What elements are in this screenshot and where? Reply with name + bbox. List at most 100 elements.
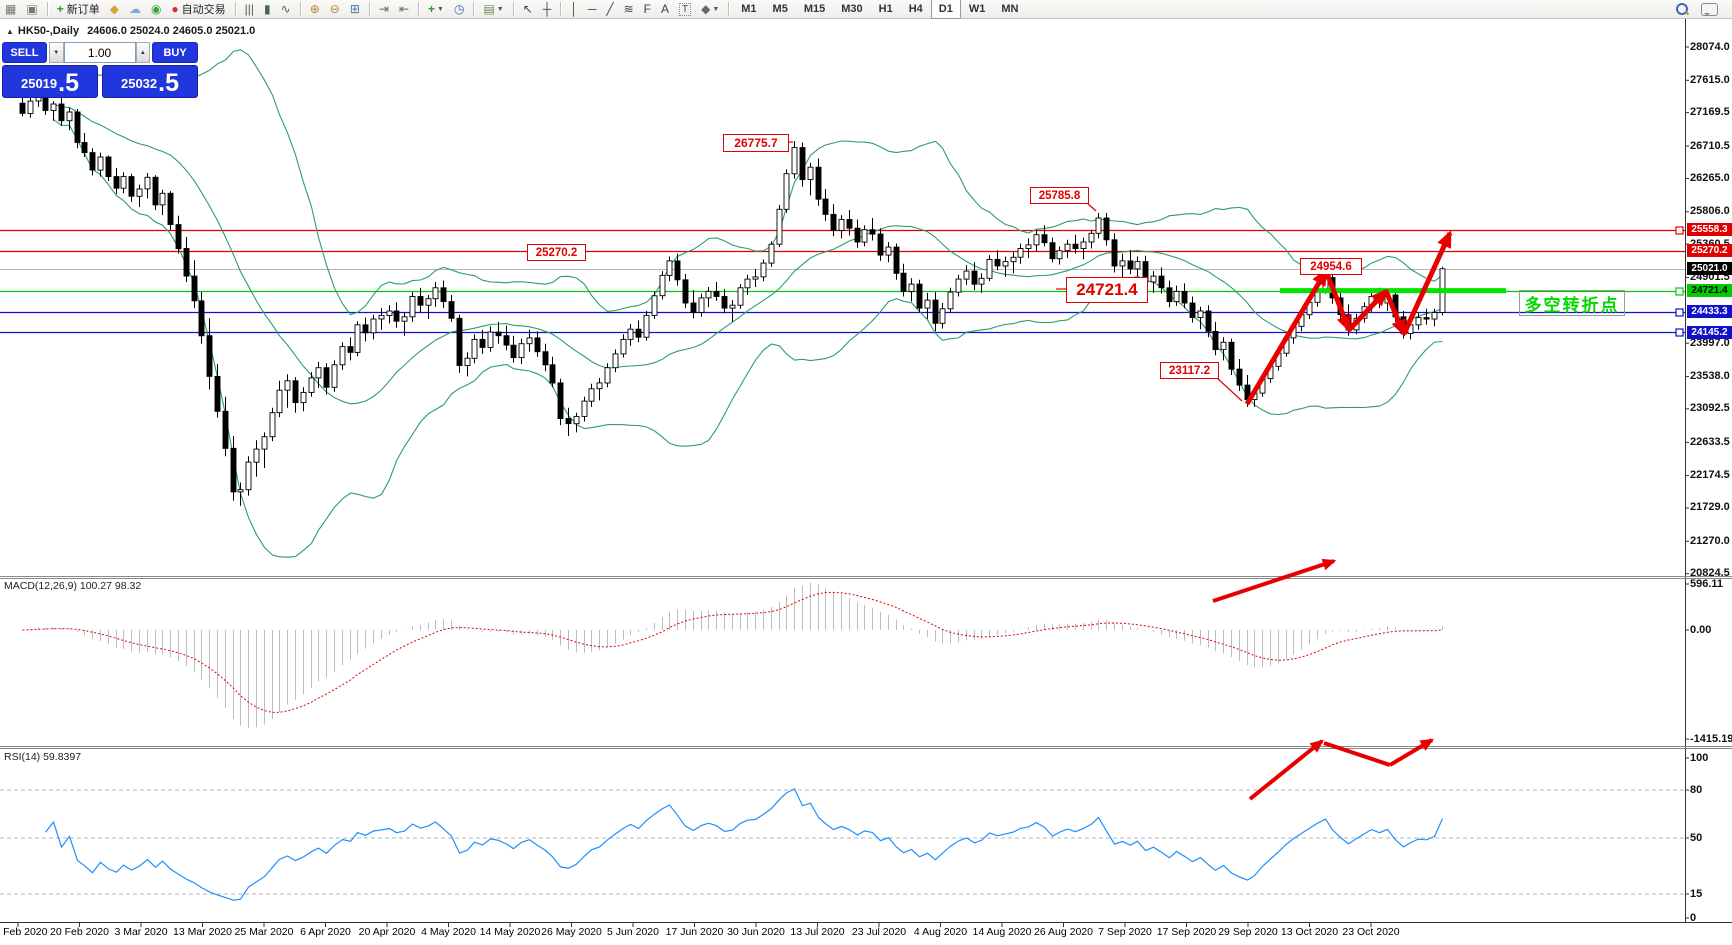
candle [737, 287, 744, 306]
buy-price-panel[interactable]: 25032.5 [102, 65, 198, 98]
timeframe-h1[interactable]: H1 [878, 3, 893, 15]
collapse-arrow-icon[interactable]: ▲ [6, 27, 14, 36]
price-marker-24145.2: 24145.2 [1687, 325, 1732, 339]
channel-icon[interactable]: ≋ [620, 0, 638, 18]
candle [596, 382, 603, 390]
candle [456, 317, 463, 366]
price-callout-25785.8[interactable]: 25785.8 [1030, 187, 1089, 204]
timeframe-m30[interactable]: M30 [841, 3, 863, 15]
candle [66, 111, 73, 122]
cloud-icon[interactable]: ☁ [125, 0, 145, 18]
candle [198, 300, 205, 337]
price-callout-26775.7[interactable]: 26775.7 [723, 134, 789, 152]
price-scale[interactable] [1686, 18, 1732, 922]
bar-chart-icon[interactable]: ||| [241, 0, 258, 18]
label-icon[interactable]: T [675, 0, 695, 18]
candle [308, 377, 315, 393]
line-chart-icon[interactable]: ∿ [277, 0, 295, 18]
auto-scroll-icon[interactable]: ⇥ [375, 0, 393, 18]
text-icon[interactable]: A [657, 0, 673, 18]
chart-window-icon[interactable]: ▣ [22, 0, 41, 18]
date-label: 13 Jul 2020 [790, 926, 845, 938]
chart-shift-icon[interactable]: ⇤ [395, 0, 413, 18]
templates-icon: ▤ [483, 2, 495, 16]
candle [549, 364, 556, 384]
price-callout-24954.6[interactable]: 24954.6 [1300, 258, 1362, 275]
volume-down-button[interactable]: ▼ [48, 42, 64, 63]
candle [136, 188, 143, 197]
zoom-in-icon[interactable]: ⊕ [306, 0, 324, 18]
trendline-icon[interactable]: ╱ [602, 0, 617, 18]
sell-price-panel[interactable]: 25019.5 [2, 65, 98, 98]
sell-button[interactable]: SELL [2, 42, 47, 63]
shapes-icon[interactable]: ◆ ▼ [697, 0, 723, 18]
templates-icon[interactable]: ▤ ▼ [479, 0, 507, 18]
vertical-line-icon[interactable]: │ [566, 0, 582, 18]
candle [916, 283, 923, 309]
autotrade-icon: ● [171, 2, 179, 16]
note-box[interactable]: 多空转折点 [1519, 290, 1625, 316]
candle [838, 219, 845, 231]
candle [978, 277, 985, 285]
search-icon[interactable] [1675, 2, 1689, 16]
date-label: 17 Jun 2020 [665, 926, 724, 938]
date-label: 17 Sep 2020 [1156, 926, 1217, 938]
candle [81, 142, 88, 154]
date-label: 5 Jun 2020 [607, 926, 659, 938]
eraser-icon[interactable]: ◆ [106, 0, 123, 18]
new-order-label: 新订单 [66, 4, 100, 16]
price-callout-23117.2[interactable]: 23117.2 [1160, 362, 1219, 379]
signal-icon[interactable]: ◉ [147, 0, 165, 18]
candle [1056, 250, 1063, 260]
candle [230, 447, 237, 493]
price-callout-25270.2[interactable]: 25270.2 [527, 244, 586, 261]
candle [1236, 368, 1243, 386]
date-label: 20 Apr 2020 [358, 926, 416, 938]
timeframe-w1[interactable]: W1 [968, 3, 986, 15]
buy-button[interactable]: BUY [152, 42, 198, 63]
candle [932, 299, 939, 324]
volume-up-button[interactable]: ▲ [135, 42, 151, 63]
date-label: 29 Sep 2020 [1218, 926, 1278, 938]
candlestick-icon[interactable]: ▮ [260, 0, 275, 18]
add-indicator-icon[interactable]: + ▼ [424, 0, 448, 18]
zoom-out-icon[interactable]: ⊖ [326, 0, 344, 18]
tile-windows-icon: ⊞ [349, 2, 360, 16]
date-label: 20 Feb 2020 [50, 926, 109, 938]
dropdown-caret-icon[interactable]: ▼ [496, 5, 504, 13]
cursor-icon[interactable]: ↖ [519, 0, 537, 18]
candle [487, 331, 494, 348]
volume-input[interactable] [63, 42, 136, 63]
rsi-arrow [1323, 741, 1391, 767]
price-callout-24721.4[interactable]: 24721.4 [1066, 277, 1148, 303]
trend-arrows [787, 141, 1453, 801]
timeframe-mn[interactable]: MN [1001, 3, 1019, 15]
autotrade-icon[interactable]: ● 自动交易 [167, 0, 229, 18]
new-order-icon[interactable]: + 新订单 [53, 0, 104, 18]
new-chart-icon[interactable]: ▦ [1, 0, 20, 18]
time-scale[interactable] [0, 923, 1732, 945]
timeframe-m1[interactable]: M1 [741, 3, 757, 15]
timeframe-m15[interactable]: M15 [803, 3, 826, 15]
crosshair-icon[interactable]: ┼ [539, 0, 556, 18]
horizontal-line-icon[interactable]: ─ [584, 0, 601, 18]
fibonacci-icon[interactable]: F [640, 0, 655, 18]
chat-icon[interactable] [1701, 2, 1718, 16]
candle [939, 308, 946, 324]
candle [612, 353, 619, 369]
candle [97, 156, 104, 171]
rsi-arrow [1248, 739, 1324, 801]
tile-windows-icon[interactable]: ⊞ [346, 0, 364, 18]
date-label: 7 Sep 2020 [1098, 926, 1152, 938]
chart-title: ▲ HK50-,Daily 24606.0 25024.0 24605.0 2502… [6, 25, 255, 37]
candle [347, 346, 354, 353]
timeframe-m5[interactable]: M5 [772, 3, 788, 15]
candle [448, 301, 455, 319]
dropdown-caret-icon[interactable]: ▼ [437, 5, 444, 13]
period-clock-icon[interactable]: ◷ [450, 0, 468, 18]
timeframe-d1[interactable]: D1 [930, 0, 961, 19]
buy-price-fraction: .5 [158, 69, 179, 97]
timeframe-h4[interactable]: H4 [908, 3, 923, 15]
dropdown-caret-icon[interactable]: ▼ [712, 5, 720, 13]
